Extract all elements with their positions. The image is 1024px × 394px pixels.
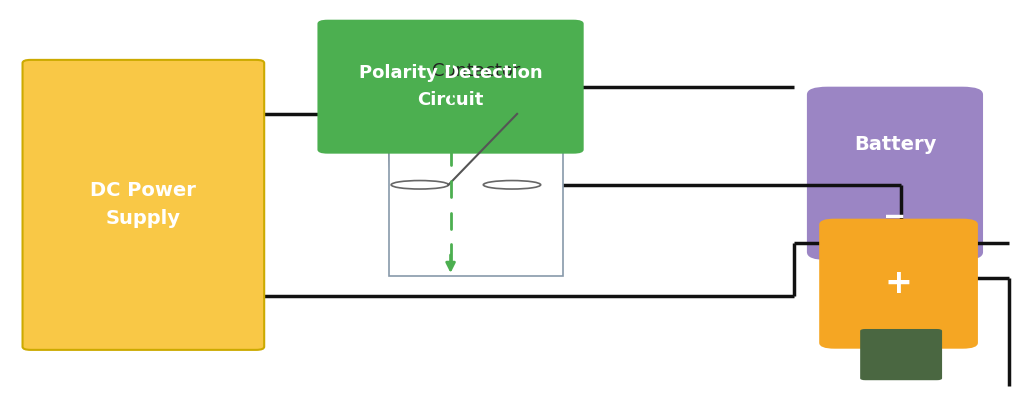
Text: +: + xyxy=(885,267,912,300)
FancyBboxPatch shape xyxy=(23,60,264,350)
Text: Battery: Battery xyxy=(854,136,936,154)
Text: Contactor: Contactor xyxy=(432,62,520,80)
FancyBboxPatch shape xyxy=(807,87,983,260)
Ellipse shape xyxy=(391,180,449,189)
Text: −: − xyxy=(884,203,906,232)
Ellipse shape xyxy=(483,180,541,189)
FancyBboxPatch shape xyxy=(389,110,563,276)
FancyBboxPatch shape xyxy=(317,20,584,154)
FancyBboxPatch shape xyxy=(860,329,942,380)
Text: DC Power
Supply: DC Power Supply xyxy=(90,181,197,229)
FancyBboxPatch shape xyxy=(819,219,978,349)
Text: Polarity Detection
Circuit: Polarity Detection Circuit xyxy=(358,65,543,109)
